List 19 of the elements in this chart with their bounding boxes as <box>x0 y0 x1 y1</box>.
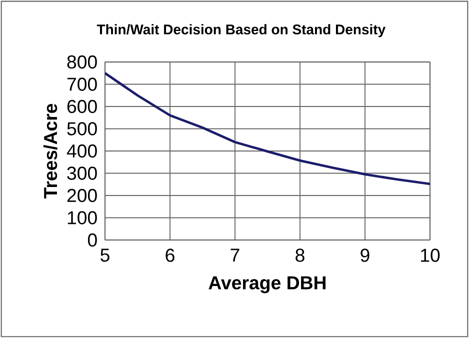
y-tick-label: 200 <box>67 188 97 202</box>
x-tick-label: 9 <box>360 248 370 262</box>
x-tick-label: 7 <box>230 248 240 262</box>
x-tick-label: 8 <box>296 248 304 262</box>
y-tick-label: 600 <box>67 100 97 114</box>
y-tick-label: 700 <box>67 78 97 91</box>
x-tick-label: 6 <box>166 248 174 262</box>
y-tick-label: 400 <box>66 144 97 158</box>
x-tick-label: 5 <box>100 248 110 262</box>
line-series <box>105 72 430 186</box>
y-tick-label: 0 <box>88 233 97 247</box>
y-tick-label: 800 <box>67 55 97 69</box>
y-tick-label: 500 <box>67 122 97 136</box>
chart-title: Thin/Wait Decision Based on Stand Density <box>96 24 386 38</box>
y-tick-label: 300 <box>67 166 97 180</box>
x-tick-label: 10 <box>421 248 440 262</box>
y-axis-title: Trees/Acre <box>43 104 58 199</box>
y-tick-label: 100 <box>68 211 97 224</box>
x-axis-title: Average DBH <box>208 276 326 294</box>
